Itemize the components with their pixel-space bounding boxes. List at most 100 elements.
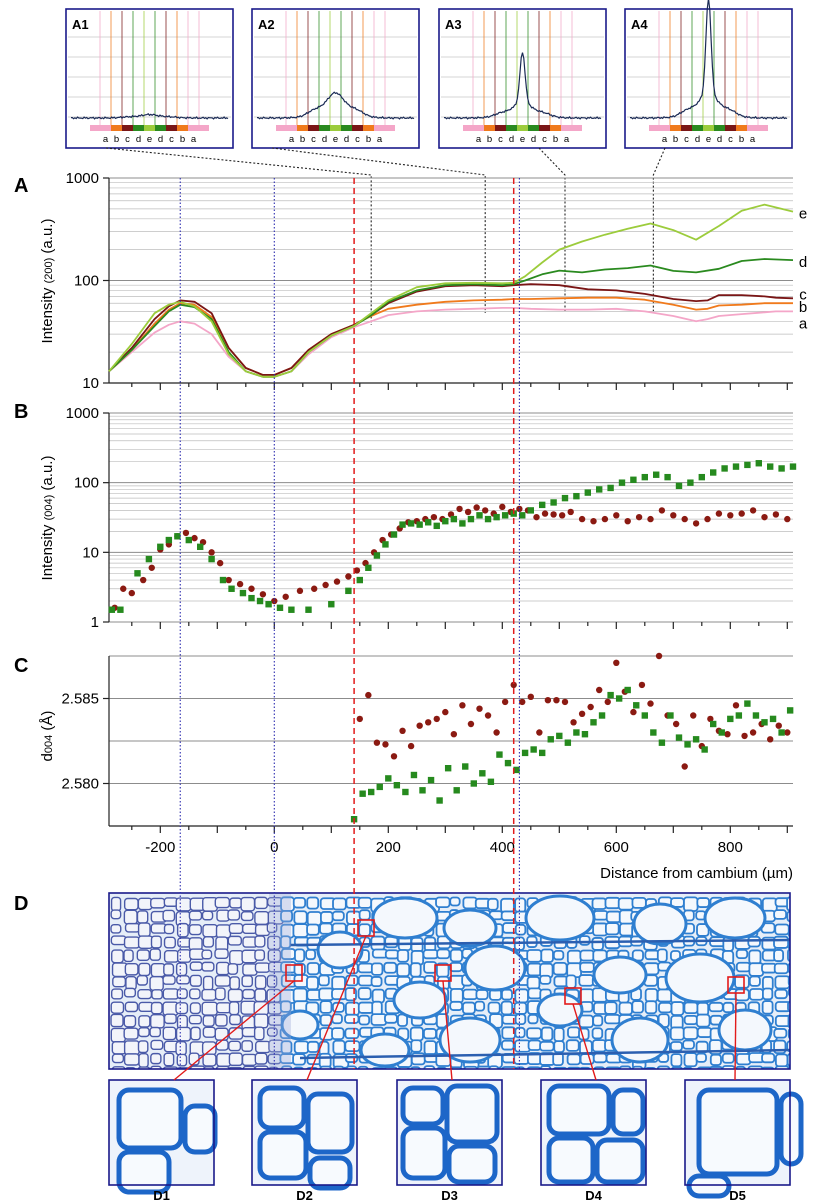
data-point-circle (761, 513, 768, 521)
data-point-square (573, 492, 580, 500)
data-point-square (744, 700, 751, 707)
micrograph-cell (552, 961, 568, 976)
micrograph-cell (124, 962, 139, 976)
micrograph-cell (214, 1013, 228, 1027)
panel-b-scatter-chart: 1 10 100 1000 (66, 405, 797, 631)
micrograph-cell (162, 909, 176, 922)
micrograph-cell (189, 961, 203, 972)
micrograph-cell (175, 1026, 192, 1042)
micrograph-cell (279, 1000, 292, 1013)
micrograph-cell (773, 1028, 788, 1039)
micrograph-cell (423, 1040, 437, 1056)
zoom-cell (116, 1149, 172, 1195)
micrograph-cell (696, 923, 710, 937)
zoom-cell (116, 1087, 184, 1151)
data-point-square (416, 521, 423, 528)
micrograph-cell (150, 897, 166, 909)
micrograph-cell (579, 1053, 595, 1065)
data-point-square (573, 729, 580, 736)
micrograph-cell (592, 1052, 608, 1064)
data-point-square (641, 473, 648, 481)
inset-frame (624, 8, 793, 149)
data-point-square (539, 501, 546, 509)
micrograph-cell (110, 1027, 126, 1043)
data-point-circle (373, 739, 381, 746)
data-point-circle (345, 573, 352, 580)
inset-tick-letter: d (344, 134, 349, 145)
micrograph-cell (137, 1040, 149, 1054)
data-point-square (701, 746, 708, 753)
data-point-square (248, 594, 255, 602)
micrograph-cell (306, 896, 320, 910)
data-point-circle (749, 507, 757, 514)
micrograph-ray (289, 938, 790, 947)
micrograph-cell (137, 989, 153, 1000)
panel-b-y-label-index: (004) (43, 495, 55, 521)
data-point-square (359, 790, 366, 797)
inset-tick-letter: b (673, 134, 678, 145)
micrograph-cell (150, 1052, 162, 1065)
micrograph-cell (110, 896, 122, 912)
micrograph-cell (344, 1027, 360, 1040)
micrograph-cell (331, 1027, 345, 1041)
micrograph-vessel (371, 896, 439, 940)
micrograph-cell (422, 949, 439, 960)
inset-label: A2 (258, 17, 275, 32)
data-point-circle (715, 510, 723, 517)
inset-tick-letter: d (509, 134, 514, 145)
data-point-circle (604, 698, 611, 706)
micrograph-cell (227, 935, 243, 946)
micrograph-cell (774, 923, 790, 936)
data-point-circle (365, 691, 372, 699)
inset-tick-letter: d (695, 134, 700, 145)
micrograph-cell (138, 1015, 151, 1028)
micrograph-cell (163, 936, 176, 949)
micrograph-cell (136, 910, 149, 924)
data-point-circle (707, 715, 714, 723)
panel-a-y-label-unit: (a.u.) (39, 219, 56, 258)
micrograph-cell (331, 988, 348, 1001)
micrograph-cell (201, 1041, 217, 1056)
zoom-cell (686, 1173, 732, 1199)
micrograph-cell (123, 1015, 137, 1028)
panel-c-y-label-word: d (39, 753, 56, 761)
micrograph-cell (539, 1065, 552, 1069)
data-point-circle (550, 511, 557, 518)
panel-c-y-axis-label: d004 (Å) (39, 711, 56, 762)
micrograph-cell (201, 910, 214, 921)
micrograph-cell (709, 1053, 722, 1066)
micrograph-vessel (316, 930, 364, 970)
data-point-circle (635, 513, 643, 521)
y-tick-label-b: 10 (82, 544, 99, 561)
micrograph-cell (527, 987, 542, 1000)
data-point-circle (356, 715, 363, 723)
zoom-panel-frame (540, 1079, 647, 1186)
inset-tick-letter: c (311, 134, 316, 145)
zoom-connector-line (442, 980, 453, 1081)
micrograph-cell (294, 948, 306, 963)
micrograph-cell (344, 1040, 361, 1053)
micrograph-cell (748, 949, 762, 965)
data-point-square (433, 522, 440, 530)
data-point-circle (541, 510, 549, 517)
zoom-cell (696, 1087, 780, 1177)
micrograph-cell (214, 987, 226, 1001)
micrograph-cell (110, 909, 122, 920)
micrograph-cell (188, 1014, 202, 1025)
micrograph-cell (188, 910, 203, 921)
micrograph-cell (227, 909, 241, 921)
data-point-circle (430, 513, 438, 521)
micrograph-cell (176, 1053, 188, 1067)
data-point-circle (738, 510, 745, 517)
micrograph-cell (383, 961, 398, 974)
micrograph-cell (189, 1002, 201, 1015)
data-point-square (470, 780, 477, 787)
data-point-circle (416, 722, 423, 729)
data-point-square (479, 770, 486, 777)
zoom-panel-label: D2 (296, 1188, 313, 1203)
micrograph-cell (320, 911, 334, 924)
data-point-circle (493, 729, 500, 736)
micrograph-cell (123, 909, 138, 925)
data-point-square (727, 715, 734, 723)
